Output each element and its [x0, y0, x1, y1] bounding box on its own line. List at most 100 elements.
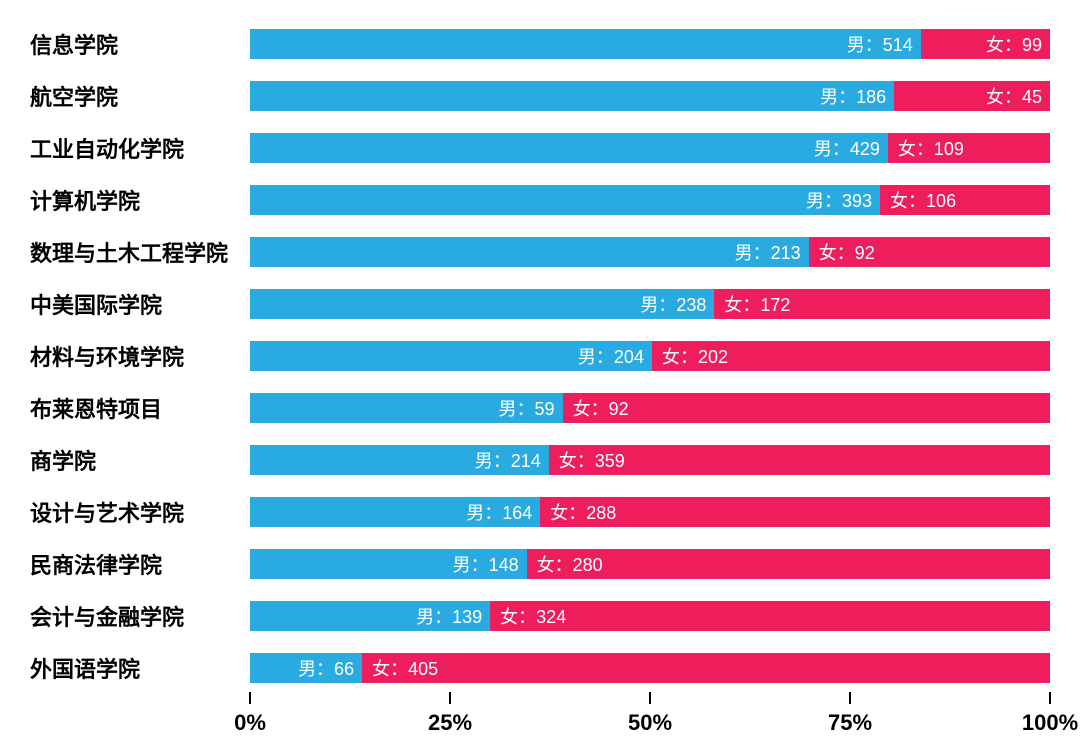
axis-tick: [1049, 692, 1051, 704]
bar-row: 数理与土木工程学院 男：213 女：92: [30, 226, 1050, 278]
bar-row: 计算机学院男：393 女：106: [30, 174, 1050, 226]
row-label: 设计与艺术学院: [30, 496, 250, 528]
bar-row: 工业自动化学院 男：429 女：109: [30, 122, 1050, 174]
male-segment-label: 男：164: [466, 499, 532, 525]
female-segment: 女：99: [921, 29, 1050, 59]
male-segment-label: 男：204: [578, 343, 644, 369]
row-label: 商学院: [30, 444, 250, 476]
male-segment-label: 男：59: [499, 395, 555, 421]
bar-row: 布莱恩特项目 男：59 女：92: [30, 382, 1050, 434]
female-segment-label: 女：405: [372, 655, 438, 681]
stacked-bar: 男：59 女：92: [250, 393, 1050, 423]
axis-tick-label: 25%: [428, 710, 472, 736]
row-label: 计算机学院: [30, 184, 250, 216]
female-segment: 女：45: [894, 81, 1050, 111]
bar-area: 男：186 女：45: [250, 81, 1050, 111]
male-segment: 男：164: [250, 497, 540, 527]
female-segment: 女：172: [714, 289, 1050, 319]
bar-area: 男：148女：280: [250, 549, 1050, 579]
male-segment: 男：148: [250, 549, 527, 579]
male-segment: 男：213: [250, 237, 809, 267]
row-label: 信息学院: [30, 28, 250, 60]
female-segment-label: 女：288: [550, 499, 616, 525]
male-segment-label: 男：66: [298, 655, 354, 681]
male-segment-label: 男：214: [475, 447, 541, 473]
axis-tick-label: 50%: [628, 710, 672, 736]
female-segment: 女：280: [527, 549, 1050, 579]
bar-row: 商学院 男：214 女：359: [30, 434, 1050, 486]
male-segment-label: 男：429: [814, 135, 880, 161]
row-label: 外国语学院: [30, 652, 250, 684]
x-axis-ticks: [250, 694, 1050, 704]
male-segment: 男：429: [250, 133, 888, 163]
row-label: 布莱恩特项目: [30, 392, 250, 424]
axis-tick: [849, 692, 851, 704]
female-segment-label: 女：45: [986, 83, 1042, 109]
stacked-bar: 男：238 女：172: [250, 289, 1050, 319]
bar-area: 男：59 女：92: [250, 393, 1050, 423]
male-segment: 男：186: [250, 81, 894, 111]
bar-rows-container: 信息学院 男：514 女：99 航空学院 男：186 女：45 工业自动化学院 男：429 女：…: [30, 18, 1050, 694]
bar-row: 信息学院 男：514 女：99: [30, 18, 1050, 70]
bar-row: 会计与金融学院男：139女：324: [30, 590, 1050, 642]
stacked-bar: 男：514 女：99: [250, 29, 1050, 59]
male-segment: 男：514: [250, 29, 921, 59]
bar-area: 男：214 女：359: [250, 445, 1050, 475]
male-segment-label: 男：514: [847, 31, 913, 57]
axis-tick: [249, 692, 251, 704]
male-segment: 男：204: [250, 341, 652, 371]
axis-tick-label: 100%: [1022, 710, 1078, 736]
axis-tick: [449, 692, 451, 704]
stacked-bar: 男：164 女：288: [250, 497, 1050, 527]
bar-area: 男：66 女：405: [250, 653, 1050, 683]
female-segment: 女：109: [888, 133, 1050, 163]
bar-area: 男：139女：324: [250, 601, 1050, 631]
row-label: 中美国际学院: [30, 288, 250, 320]
female-segment: 女：202: [652, 341, 1050, 371]
female-segment: 女：405: [362, 653, 1050, 683]
row-label: 工业自动化学院: [30, 132, 250, 164]
female-segment-label: 女：359: [559, 447, 625, 473]
male-segment-label: 男：186: [820, 83, 886, 109]
bar-area: 男：164 女：288: [250, 497, 1050, 527]
female-segment: 女：324: [490, 601, 1050, 631]
male-segment: 男：59: [250, 393, 563, 423]
bar-area: 男：238 女：172: [250, 289, 1050, 319]
male-segment-label: 男：213: [735, 239, 801, 265]
row-label: 航空学院: [30, 80, 250, 112]
gender-ratio-chart: 信息学院 男：514 女：99 航空学院 男：186 女：45 工业自动化学院 男：429 女：…: [30, 18, 1050, 740]
bar-row: 材料与环境学院男：204女：202: [30, 330, 1050, 382]
male-segment: 男：238: [250, 289, 714, 319]
axis-tick: [649, 692, 651, 704]
stacked-bar: 男：66 女：405: [250, 653, 1050, 683]
row-label: 数理与土木工程学院: [30, 236, 250, 268]
stacked-bar: 男：213 女：92: [250, 237, 1050, 267]
x-axis-labels: 0%25%50%75%100%: [250, 710, 1050, 740]
stacked-bar: 男：204 女：202: [250, 341, 1050, 371]
female-segment: 女：92: [809, 237, 1050, 267]
female-segment-label: 女：92: [819, 239, 875, 265]
bar-row: 外国语学院 男：66 女：405: [30, 642, 1050, 694]
stacked-bar: 男：186 女：45: [250, 81, 1050, 111]
female-segment-label: 女：99: [986, 31, 1042, 57]
stacked-bar: 男：393 女：106: [250, 185, 1050, 215]
bar-area: 男：429 女：109: [250, 133, 1050, 163]
female-segment-label: 女：172: [724, 291, 790, 317]
axis-tick-label: 0%: [234, 710, 266, 736]
female-segment: 女：106: [880, 185, 1050, 215]
male-segment: 男：214: [250, 445, 549, 475]
male-segment-label: 男：238: [640, 291, 706, 317]
female-segment: 女：92: [563, 393, 1050, 423]
female-segment-label: 女：109: [898, 135, 964, 161]
bar-area: 男：213 女：92: [250, 237, 1050, 267]
bar-area: 男：204 女：202: [250, 341, 1050, 371]
stacked-bar: 男：429 女：109: [250, 133, 1050, 163]
female-segment-label: 女：106: [890, 187, 956, 213]
bar-row: 航空学院 男：186 女：45: [30, 70, 1050, 122]
stacked-bar: 男：214 女：359: [250, 445, 1050, 475]
male-segment: 男：393: [250, 185, 880, 215]
bar-row: 民商法律学院男：148女：280: [30, 538, 1050, 590]
female-segment-label: 女：202: [662, 343, 728, 369]
female-segment: 女：359: [549, 445, 1050, 475]
bar-row: 中美国际学院 男：238 女：172: [30, 278, 1050, 330]
